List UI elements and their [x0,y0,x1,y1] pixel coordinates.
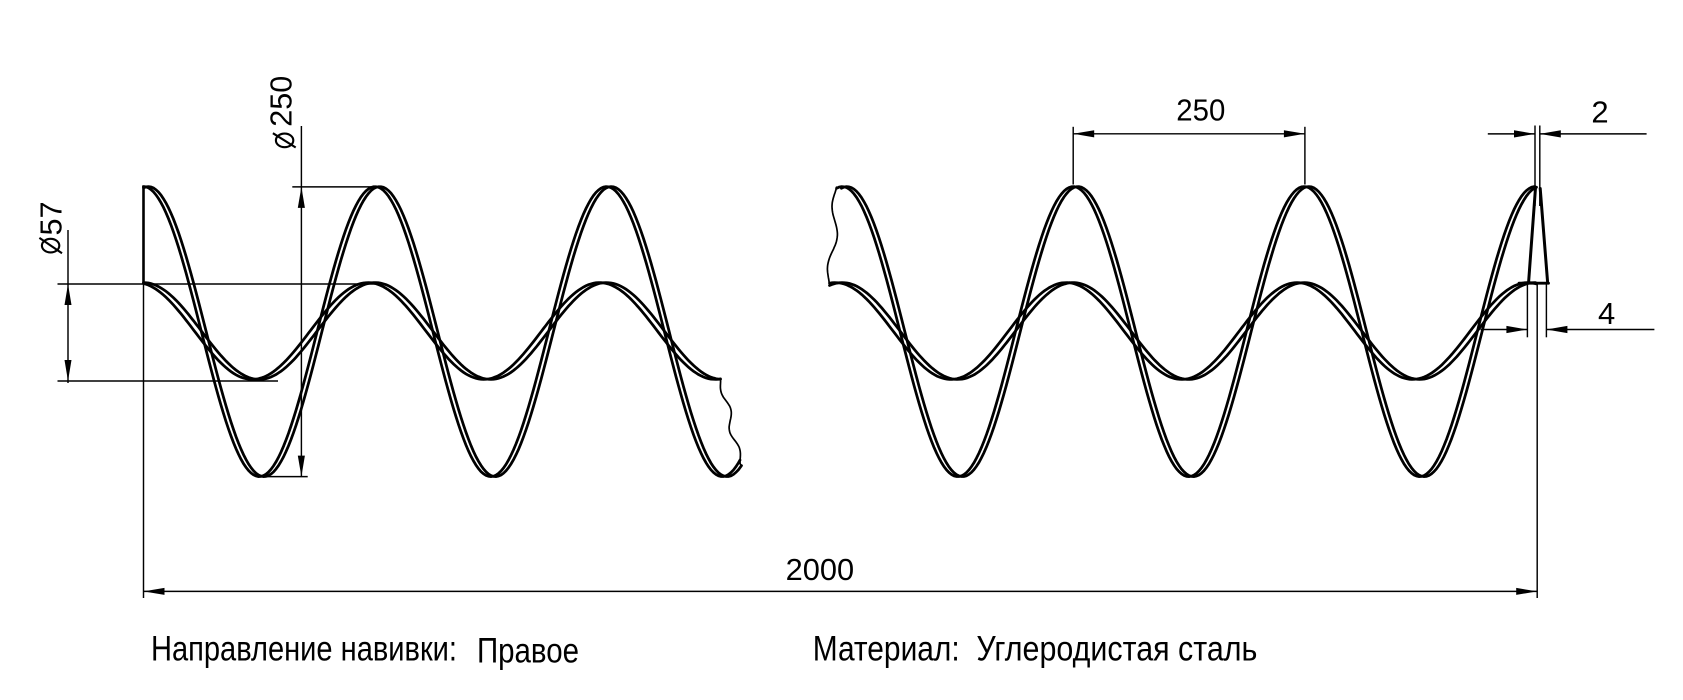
svg-text:Направление навивки:: Направление навивки: [151,629,457,668]
svg-text:250: 250 [263,76,298,127]
svg-text:Правое: Правое [477,632,579,671]
svg-text:2000: 2000 [786,552,855,587]
svg-text:Материал:: Материал: [813,630,960,669]
svg-text:57: 57 [33,202,68,236]
svg-text:Углеродистая сталь: Углеродистая сталь [976,630,1257,669]
svg-text:250: 250 [1176,93,1225,128]
svg-text:4: 4 [1598,296,1615,331]
svg-text:2: 2 [1591,94,1608,129]
